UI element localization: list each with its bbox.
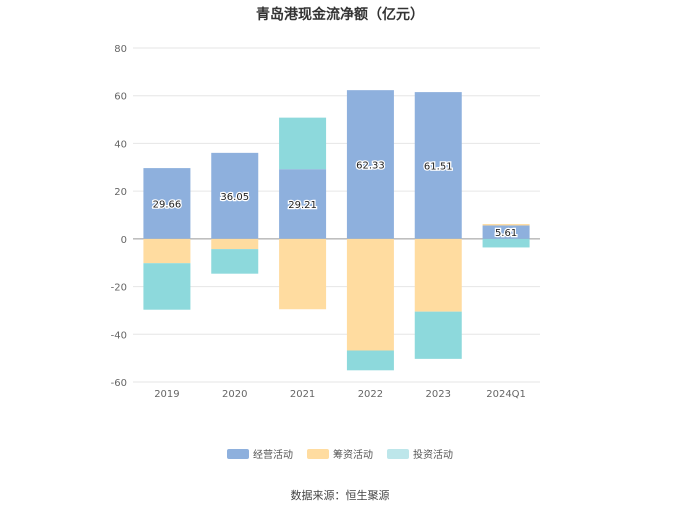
data-label: 36.05 <box>220 192 249 203</box>
bar-financing <box>279 238 327 310</box>
bar-financing <box>211 238 259 250</box>
bar-financing <box>414 238 462 312</box>
bar-operating <box>482 225 530 239</box>
data-label: 29.21 <box>288 200 317 211</box>
x-tick-label: 2024Q1 <box>486 389 526 400</box>
bar-operating <box>279 169 327 239</box>
bar-investing <box>346 350 394 371</box>
legend-item-investing[interactable]: 投资活动 <box>387 446 453 461</box>
legend-label-financing: 筹资活动 <box>333 450 373 461</box>
x-tick-label: 2023 <box>426 389 451 400</box>
y-tick-label: -20 <box>111 283 127 294</box>
legend-label-investing: 投资活动 <box>413 450 453 461</box>
bar-investing <box>279 117 327 170</box>
bar-operating <box>414 92 462 239</box>
bar-financing <box>346 238 394 351</box>
y-tick-label: 40 <box>114 139 127 150</box>
legend-item-operating[interactable]: 经营活动 <box>227 446 293 461</box>
data-label: 29.66 <box>153 199 182 210</box>
bar-operating <box>143 168 191 239</box>
x-tick-label: 2022 <box>358 389 383 400</box>
bar-operating <box>211 152 259 239</box>
bar-financing <box>143 238 191 264</box>
y-tick-label: 60 <box>114 92 127 103</box>
legend-swatch-financing <box>307 448 329 459</box>
legend-item-financing[interactable]: 筹资活动 <box>307 446 373 461</box>
y-tick-label: 0 <box>121 235 127 246</box>
legend-swatch-investing <box>387 448 409 459</box>
bar-investing <box>143 263 191 310</box>
bar-investing <box>414 311 462 359</box>
data-label: 61.51 <box>424 161 453 172</box>
y-tick-label: -40 <box>111 330 127 341</box>
x-tick-label: 2019 <box>154 389 179 400</box>
chart-title: 青岛港现金流净额（亿元） <box>256 7 424 23</box>
y-tick-label: 20 <box>114 187 127 198</box>
legend-label-operating: 经营活动 <box>253 450 293 461</box>
bar-investing <box>482 238 530 248</box>
bar-investing <box>211 249 259 274</box>
x-tick-label: 2020 <box>222 389 247 400</box>
data-label: 5.61 <box>495 228 517 239</box>
data-label: 62.33 <box>356 161 385 172</box>
legend-swatch-operating <box>227 448 249 459</box>
bar-financing <box>482 224 530 226</box>
bar-operating <box>346 90 394 239</box>
legend: 经营活动 筹资活动 投资活动 <box>0 446 680 461</box>
data-source: 数据来源：恒生聚源 <box>290 489 390 502</box>
y-tick-label: 80 <box>114 44 127 55</box>
x-tick-label: 2021 <box>290 389 315 400</box>
y-tick-label: -60 <box>111 378 127 389</box>
